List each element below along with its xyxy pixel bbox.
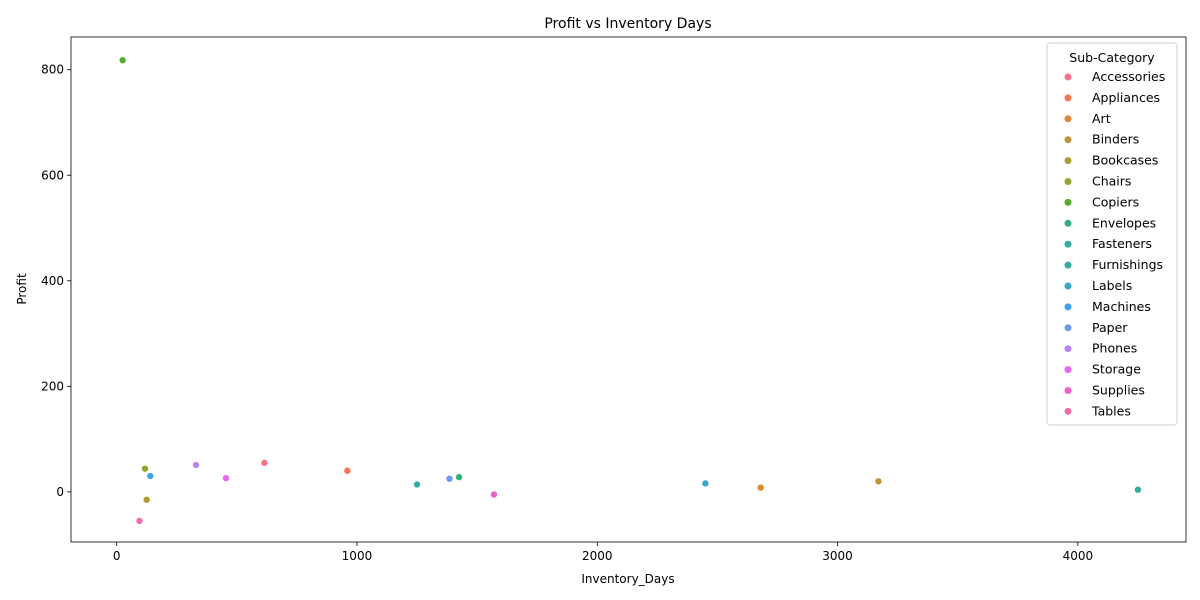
legend-marker: [1064, 73, 1072, 81]
legend-marker: [1064, 407, 1072, 415]
legend-marker: [1064, 178, 1072, 185]
legend-marker: [1064, 324, 1072, 332]
legend-entry-label: Phones: [1092, 341, 1137, 356]
legend-entry-label: Envelopes: [1092, 215, 1156, 230]
legend-marker: [1064, 303, 1072, 311]
legend-title: Sub-Category: [1069, 50, 1155, 65]
data-point-phones: [192, 461, 200, 469]
y-axis-label: Profit: [15, 273, 29, 305]
legend-marker: [1064, 366, 1072, 374]
x-tick-label: 3000: [822, 549, 853, 563]
x-tick-label: 0: [113, 549, 121, 563]
legend-entry-label: Accessories: [1092, 69, 1165, 84]
legend-entry-label: Paper: [1092, 320, 1128, 335]
legend-entry-label: Appliances: [1092, 90, 1160, 105]
legend-entry-label: Labels: [1092, 278, 1132, 293]
data-point-machines: [146, 472, 155, 480]
x-axis-label: Inventory_Days: [581, 572, 674, 586]
data-point-supplies: [490, 490, 498, 499]
y-axis-ticks: 0 200 400 600 800: [41, 63, 71, 499]
data-point-appliances: [343, 466, 352, 475]
y-tick-label: 800: [41, 63, 64, 77]
data-point-fasteners: [1134, 485, 1142, 494]
legend-entry-label: Furnishings: [1092, 257, 1163, 272]
plot-area: [70, 36, 1187, 543]
legend-entry-label: Machines: [1092, 299, 1151, 314]
legend-entry-label: Storage: [1092, 362, 1141, 377]
data-point-furnishings: [413, 480, 421, 489]
y-tick-label: 0: [56, 485, 64, 499]
legend-entry-label: Fasteners: [1092, 236, 1152, 251]
data-point-binders: [874, 477, 883, 486]
data-point-envelopes: [455, 473, 463, 481]
data-point-copiers: [118, 56, 127, 65]
legend-entry-label: Copiers: [1092, 194, 1139, 209]
legend-entry-label: Binders: [1092, 132, 1139, 147]
data-point-tables: [135, 517, 144, 525]
legend-marker: [1064, 261, 1072, 269]
data-point-storage: [222, 474, 230, 482]
legend-marker: [1064, 157, 1072, 165]
legend-marker: [1064, 115, 1072, 123]
legend-marker: [1064, 345, 1072, 353]
data-point-chairs: [141, 464, 149, 473]
legend-items: Accessories Appliances Art Binders Bookcases…: [1064, 69, 1165, 418]
legend-marker: [1064, 240, 1072, 248]
x-tick-label: 1000: [342, 549, 373, 563]
x-tick-label: 4000: [1063, 549, 1094, 563]
data-point-accessories: [260, 459, 269, 467]
y-tick-label: 400: [41, 274, 64, 288]
legend-entry-label: Bookcases: [1092, 153, 1158, 168]
legend-marker: [1064, 219, 1072, 227]
data-point-art: [756, 483, 765, 492]
chart-title: Profit vs Inventory Days: [544, 16, 711, 32]
legend-entry-label: Art: [1092, 111, 1111, 126]
data-point-bookcases: [142, 495, 151, 504]
legend-entry-label: Tables: [1091, 403, 1131, 418]
y-tick-label: 600: [41, 168, 64, 182]
legend-box: [1046, 42, 1178, 426]
legend-marker: [1064, 387, 1072, 394]
data-point-paper: [445, 474, 454, 483]
legend-marker: [1064, 282, 1072, 290]
legend-entry-label: Supplies: [1092, 383, 1145, 398]
data-point-labels: [701, 479, 710, 488]
x-axis-ticks: 0 1000 2000 3000 4000: [113, 542, 1093, 563]
legend-marker: [1064, 94, 1072, 102]
x-tick-label: 2000: [582, 549, 613, 563]
legend-entry-label: Chairs: [1092, 174, 1131, 189]
legend-marker: [1064, 198, 1072, 206]
legend: Sub-Category Accessories Appliances Art Bin…: [1046, 42, 1178, 426]
data-points: [118, 56, 1142, 525]
legend-marker: [1064, 136, 1072, 144]
y-tick-label: 200: [41, 379, 64, 393]
